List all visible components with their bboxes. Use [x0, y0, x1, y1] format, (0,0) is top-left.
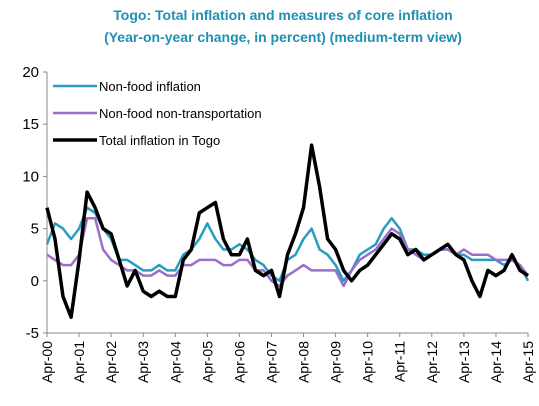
x-tick-label: Apr-08	[296, 341, 312, 383]
legend-label: Non-food inflation	[99, 79, 201, 94]
y-tick-label: 15	[22, 116, 39, 133]
x-tick-label: Apr-15	[520, 341, 536, 383]
x-tick-label: Apr-11	[392, 341, 408, 382]
x-tick-label: Apr-02	[103, 341, 119, 383]
y-tick-label: 5	[31, 221, 39, 238]
x-tick-label: Apr-00	[39, 341, 55, 383]
legend-label: Non-food non-transportation	[99, 106, 262, 121]
x-tick-label: Apr-07	[263, 341, 279, 383]
chart-subtitle: (Year-on-year change, in percent) (mediu…	[104, 29, 462, 45]
x-tick-label: Apr-06	[231, 341, 247, 383]
series-line	[45, 206, 530, 283]
chart-title: Togo: Total inflation and measures of co…	[113, 7, 452, 23]
y-tick-label: 20	[22, 64, 39, 81]
y-tick-label: -5	[26, 325, 39, 342]
x-tick-label: Apr-13	[456, 341, 472, 383]
series-line	[45, 143, 529, 320]
y-tick-label: 10	[22, 168, 39, 185]
x-tick-label: Apr-04	[167, 341, 183, 383]
x-tick-label: Apr-09	[328, 341, 344, 383]
x-tick-label: Apr-14	[488, 341, 504, 383]
series-line	[46, 216, 529, 288]
x-tick-label: Apr-10	[360, 341, 376, 383]
x-tick-label: Apr-01	[71, 341, 87, 383]
y-tick-label: 0	[31, 273, 39, 290]
x-tick-label: Apr-03	[135, 341, 151, 383]
x-tick-label: Apr-12	[424, 341, 440, 383]
x-tick-label: Apr-05	[199, 341, 215, 383]
legend-label: Total inflation in Togo	[99, 133, 220, 148]
